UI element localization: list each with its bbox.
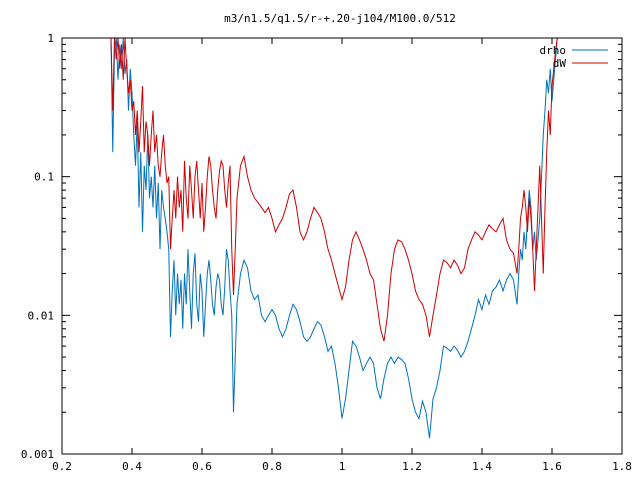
x-tick-label: 1.6 bbox=[542, 460, 562, 473]
x-tick-label: 1.8 bbox=[612, 460, 632, 473]
series-layer bbox=[110, 38, 558, 439]
axes-layer: 0.2 0.4 0.6 0.8 1 1.2 1.4 1.6 1.8 0.001 0.01 0.1 1 bbox=[21, 32, 632, 473]
y-tick-label: 0.001 bbox=[21, 448, 54, 461]
x-tick-label: 0.8 bbox=[262, 460, 282, 473]
legend-label-dW: dW bbox=[553, 57, 567, 70]
x-tick-label: 1 bbox=[339, 460, 346, 473]
y-tick-label: 1 bbox=[47, 32, 54, 45]
x-tick-label: 1.4 bbox=[472, 460, 492, 473]
x-tick-label: 0.4 bbox=[122, 460, 142, 473]
legend-label-drho: drho bbox=[540, 44, 567, 57]
y-tick-label: 0.1 bbox=[34, 171, 54, 184]
chart-title: m3/n1.5/q1.5/r-+.20-j104/M100.0/512 bbox=[224, 12, 456, 25]
series-line-drho bbox=[110, 38, 558, 439]
x-tick-label: 1.2 bbox=[402, 460, 422, 473]
x-tick-label: 0.6 bbox=[192, 460, 212, 473]
x-tick-label: 0.2 bbox=[52, 460, 72, 473]
y-tick-label: 0.01 bbox=[28, 309, 55, 322]
series-line-dW bbox=[110, 38, 558, 342]
